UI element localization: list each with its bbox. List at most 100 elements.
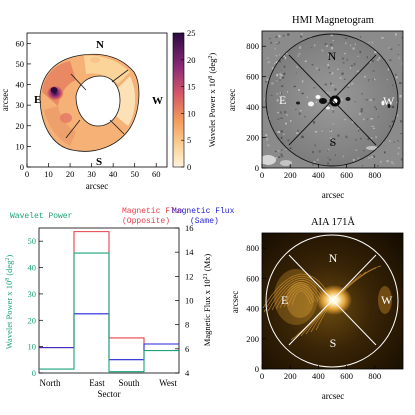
y-tick-label: 50 [28,236,37,246]
x-tick-label: 40 [109,169,118,179]
hmi-title: HMI Magnetogram [292,15,374,26]
y-tick-label: 600 [246,72,259,82]
y-tick-label: 200 [246,133,259,143]
x-axis-label: Sector [98,389,121,399]
wavelet-annulus [39,53,140,152]
y2-axis: 4 6 8 10 12 14 16 [175,223,194,378]
y-axis: 0 200 400 600 800 [246,243,266,374]
y-tick-label: 40 [28,263,37,273]
y-tick-label: 20 [28,315,37,325]
y-tick-label: 6 [185,344,189,354]
x-tick-label: 600 [340,170,353,180]
colorbar-ticks: 0 5 10 15 20 25 [181,28,196,172]
y-axis-label: arcsec [230,291,240,313]
y-tick-label: 0 [255,163,259,173]
sector-power-chart: Wavelet Power Magnetic Flux (Opposite) M… [4,207,235,399]
y-axis: 0 10 20 30 40 50 [28,236,43,378]
sector-label-east: E [281,293,288,307]
x-tick-label: 10 [44,169,53,179]
sector-label-east: E [279,93,286,107]
aia-title: AIA 171Å [311,216,355,228]
y-tick-label: 10 [185,296,194,306]
sector-label-west: W [381,293,393,307]
aia-image [262,233,403,369]
colorbar-tick-label: 15 [187,82,196,92]
x-axis: 0 10 20 30 40 50 60 [25,163,161,179]
y-tick-label: 14 [185,247,194,257]
colorbar-tick-label: 10 [187,108,196,118]
sector-label-south: S [330,336,337,350]
y2-axis-label: Magnetic Flux x 1021 (Mx) [202,254,212,347]
legend-wavelet: Wavelet Power [10,212,73,221]
y-tick-label: 0 [20,162,24,172]
colorbar-tick-label: 5 [187,135,191,145]
y-tick-label: 8 [185,320,189,330]
x-tick-label: 30 [87,169,96,179]
y-axis: 0 200 400 600 800 [246,41,266,173]
y-tick-label: 20 [16,121,25,131]
sector-label-west: W [383,94,395,108]
x-tick-label: 50 [130,169,139,179]
legend-same-1: Magnetic Flux [172,207,235,216]
colorbar: 0 5 10 15 20 25 Wavelet Power x 108 (deg2) [172,28,217,172]
x-tick-label: 600 [340,371,353,381]
series-line-0 [39,252,179,373]
y-tick-label: 30 [16,100,25,110]
x-axis: 0 200 400 600 800 [260,164,381,180]
y-tick-label: 200 [246,334,259,344]
legend-opposite-1: Magnetic Flux [122,207,185,216]
x-axis-label: arcsec [86,181,108,191]
colorbar-label: Wavelet Power x 108 (deg2) [207,53,217,148]
y-axis-label: arcsec [227,89,237,111]
x-tick-label: 200 [284,371,297,381]
hmi-speckle [264,33,403,167]
hmi-image [262,31,403,168]
x-tick-label: 0 [260,170,264,180]
category-label: North [40,378,61,388]
x-tick-label: 800 [368,371,381,381]
y-tick-label: 0 [32,368,36,378]
y-tick-label: 600 [246,273,259,283]
y-axis: 0 10 20 30 40 50 60 [16,38,31,172]
x-tick-label: 200 [284,170,297,180]
x-tick-label: 400 [312,170,325,180]
y-axis-label: Wavelet Power x 108 (deg2) [4,255,14,350]
y-tick-label: 30 [28,289,37,299]
y-tick-label: 10 [16,141,25,151]
sector-label-west: W [152,95,163,107]
y-tick-label: 16 [185,223,194,233]
y-tick-label: 400 [246,102,259,112]
x-tick-label: 60 [152,169,161,179]
y-tick-label: 4 [185,368,190,378]
y-tick-label: 50 [16,59,25,69]
y-tick-label: 800 [246,41,259,51]
y-axis-label: arcsec [0,89,10,111]
sector-label-east: E [34,94,41,106]
y-tick-label: 800 [246,243,259,253]
colorbar-tick-label: 20 [187,55,196,65]
colorbar-tick-label: 0 [187,162,191,172]
colorbar-tick-label: 25 [187,28,196,38]
x-tick-label: 0 [260,371,264,381]
category-label: East [89,378,105,388]
y-tick-label: 400 [246,304,259,314]
x-tick-label: 0 [25,169,29,179]
sector-label-south: S [96,156,102,168]
y-tick-label: 10 [28,342,37,352]
hmi-active-region [296,95,391,110]
legend-same-2: (Same) [190,217,219,226]
sector-label-north: N [328,49,337,63]
x-tick-label: 400 [312,371,325,381]
x-tick-label: 20 [66,169,75,179]
x-axis: 0 200 400 600 800 [260,365,381,381]
y-tick-label: 0 [255,364,259,374]
sector-label-south: S [330,135,337,149]
y-tick-label: 12 [185,271,194,281]
sector-label-north: N [329,251,338,265]
x-axis-label: arcsec [322,391,344,401]
y-tick-label: 40 [16,80,25,90]
series [39,231,179,373]
x-axis: North East South West [40,378,178,388]
